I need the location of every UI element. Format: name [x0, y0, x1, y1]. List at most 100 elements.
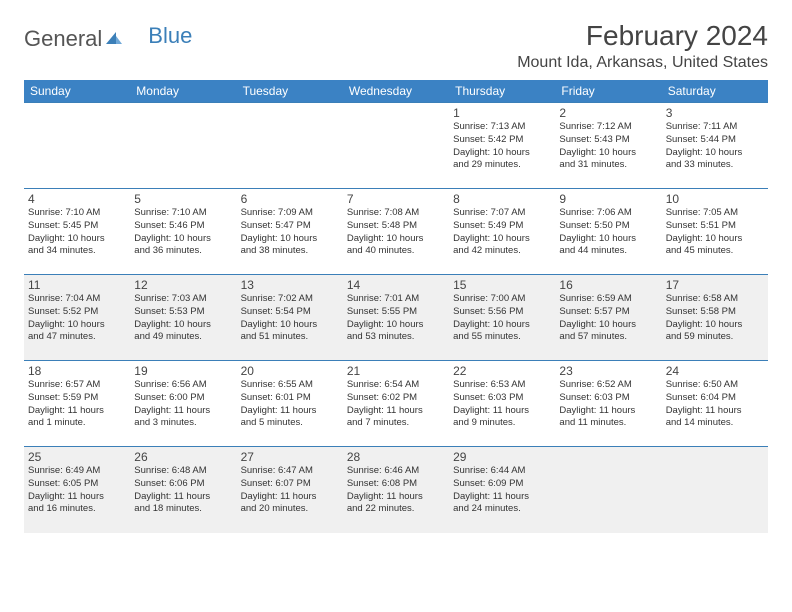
- day-number: 14: [347, 278, 445, 292]
- day-number: 12: [134, 278, 232, 292]
- day-info: Sunrise: 6:50 AMSunset: 6:04 PMDaylight:…: [666, 379, 764, 430]
- dow-header: Saturday: [662, 80, 768, 103]
- day-cell: 26Sunrise: 6:48 AMSunset: 6:06 PMDayligh…: [130, 447, 236, 533]
- empty-cell: [662, 447, 768, 533]
- daylight-text-1: Daylight: 10 hours: [453, 319, 551, 332]
- day-cell: 22Sunrise: 6:53 AMSunset: 6:03 PMDayligh…: [449, 361, 555, 447]
- title-block: February 2024 Mount Ida, Arkansas, Unite…: [517, 20, 768, 72]
- daylight-text-1: Daylight: 11 hours: [347, 491, 445, 504]
- day-number: 9: [559, 192, 657, 206]
- sunset-text: Sunset: 6:08 PM: [347, 478, 445, 491]
- daylight-text-2: and 18 minutes.: [134, 503, 232, 516]
- daylight-text-1: Daylight: 11 hours: [666, 405, 764, 418]
- day-info: Sunrise: 7:11 AMSunset: 5:44 PMDaylight:…: [666, 121, 764, 172]
- day-info: Sunrise: 6:58 AMSunset: 5:58 PMDaylight:…: [666, 293, 764, 344]
- daylight-text-1: Daylight: 10 hours: [347, 233, 445, 246]
- month-title: February 2024: [517, 20, 768, 52]
- sunrise-text: Sunrise: 6:49 AM: [28, 465, 126, 478]
- daylight-text-2: and 33 minutes.: [666, 159, 764, 172]
- day-number: 23: [559, 364, 657, 378]
- day-cell: 14Sunrise: 7:01 AMSunset: 5:55 PMDayligh…: [343, 275, 449, 361]
- empty-cell: [130, 103, 236, 189]
- day-info: Sunrise: 7:05 AMSunset: 5:51 PMDaylight:…: [666, 207, 764, 258]
- daylight-text-1: Daylight: 10 hours: [134, 319, 232, 332]
- sunset-text: Sunset: 6:09 PM: [453, 478, 551, 491]
- daylight-text-1: Daylight: 11 hours: [453, 405, 551, 418]
- sail-icon: [104, 26, 124, 52]
- day-info: Sunrise: 7:07 AMSunset: 5:49 PMDaylight:…: [453, 207, 551, 258]
- day-cell: 12Sunrise: 7:03 AMSunset: 5:53 PMDayligh…: [130, 275, 236, 361]
- daylight-text-2: and 49 minutes.: [134, 331, 232, 344]
- sunrise-text: Sunrise: 7:09 AM: [241, 207, 339, 220]
- sunrise-text: Sunrise: 7:06 AM: [559, 207, 657, 220]
- daylight-text-2: and 40 minutes.: [347, 245, 445, 258]
- daylight-text-2: and 20 minutes.: [241, 503, 339, 516]
- day-number: 24: [666, 364, 764, 378]
- day-info: Sunrise: 7:03 AMSunset: 5:53 PMDaylight:…: [134, 293, 232, 344]
- day-cell: 16Sunrise: 6:59 AMSunset: 5:57 PMDayligh…: [555, 275, 661, 361]
- sunset-text: Sunset: 6:03 PM: [453, 392, 551, 405]
- day-number: 5: [134, 192, 232, 206]
- sunrise-text: Sunrise: 7:04 AM: [28, 293, 126, 306]
- sunrise-text: Sunrise: 7:03 AM: [134, 293, 232, 306]
- week-row: 11Sunrise: 7:04 AMSunset: 5:52 PMDayligh…: [24, 275, 768, 361]
- daylight-text-1: Daylight: 11 hours: [28, 405, 126, 418]
- day-cell: 9Sunrise: 7:06 AMSunset: 5:50 PMDaylight…: [555, 189, 661, 275]
- sunrise-text: Sunrise: 6:57 AM: [28, 379, 126, 392]
- day-cell: 3Sunrise: 7:11 AMSunset: 5:44 PMDaylight…: [662, 103, 768, 189]
- day-info: Sunrise: 7:10 AMSunset: 5:46 PMDaylight:…: [134, 207, 232, 258]
- sunrise-text: Sunrise: 7:10 AM: [134, 207, 232, 220]
- daylight-text-1: Daylight: 10 hours: [453, 147, 551, 160]
- day-number: 6: [241, 192, 339, 206]
- day-number: 29: [453, 450, 551, 464]
- day-number: 13: [241, 278, 339, 292]
- day-info: Sunrise: 7:02 AMSunset: 5:54 PMDaylight:…: [241, 293, 339, 344]
- day-info: Sunrise: 6:57 AMSunset: 5:59 PMDaylight:…: [28, 379, 126, 430]
- day-info: Sunrise: 7:06 AMSunset: 5:50 PMDaylight:…: [559, 207, 657, 258]
- daylight-text-1: Daylight: 10 hours: [28, 319, 126, 332]
- sunrise-text: Sunrise: 6:52 AM: [559, 379, 657, 392]
- empty-cell: [24, 103, 130, 189]
- daylight-text-1: Daylight: 11 hours: [241, 491, 339, 504]
- day-cell: 24Sunrise: 6:50 AMSunset: 6:04 PMDayligh…: [662, 361, 768, 447]
- day-info: Sunrise: 6:56 AMSunset: 6:00 PMDaylight:…: [134, 379, 232, 430]
- daylight-text-1: Daylight: 11 hours: [28, 491, 126, 504]
- sunrise-text: Sunrise: 6:55 AM: [241, 379, 339, 392]
- day-cell: 10Sunrise: 7:05 AMSunset: 5:51 PMDayligh…: [662, 189, 768, 275]
- day-info: Sunrise: 6:52 AMSunset: 6:03 PMDaylight:…: [559, 379, 657, 430]
- day-info: Sunrise: 6:47 AMSunset: 6:07 PMDaylight:…: [241, 465, 339, 516]
- dow-header: Monday: [130, 80, 236, 103]
- sunset-text: Sunset: 6:05 PM: [28, 478, 126, 491]
- daylight-text-2: and 55 minutes.: [453, 331, 551, 344]
- daylight-text-2: and 59 minutes.: [666, 331, 764, 344]
- day-number: 17: [666, 278, 764, 292]
- sunset-text: Sunset: 6:03 PM: [559, 392, 657, 405]
- sunset-text: Sunset: 5:48 PM: [347, 220, 445, 233]
- day-info: Sunrise: 6:44 AMSunset: 6:09 PMDaylight:…: [453, 465, 551, 516]
- daylight-text-1: Daylight: 10 hours: [666, 147, 764, 160]
- day-cell: 2Sunrise: 7:12 AMSunset: 5:43 PMDaylight…: [555, 103, 661, 189]
- day-info: Sunrise: 7:01 AMSunset: 5:55 PMDaylight:…: [347, 293, 445, 344]
- sunset-text: Sunset: 5:55 PM: [347, 306, 445, 319]
- day-cell: 25Sunrise: 6:49 AMSunset: 6:05 PMDayligh…: [24, 447, 130, 533]
- daylight-text-1: Daylight: 10 hours: [666, 319, 764, 332]
- day-cell: 28Sunrise: 6:46 AMSunset: 6:08 PMDayligh…: [343, 447, 449, 533]
- sunset-text: Sunset: 6:04 PM: [666, 392, 764, 405]
- daylight-text-1: Daylight: 10 hours: [134, 233, 232, 246]
- daylight-text-2: and 1 minute.: [28, 417, 126, 430]
- daylight-text-2: and 38 minutes.: [241, 245, 339, 258]
- day-info: Sunrise: 6:54 AMSunset: 6:02 PMDaylight:…: [347, 379, 445, 430]
- day-number: 2: [559, 106, 657, 120]
- daylight-text-1: Daylight: 10 hours: [559, 319, 657, 332]
- sunrise-text: Sunrise: 6:56 AM: [134, 379, 232, 392]
- sunset-text: Sunset: 5:51 PM: [666, 220, 764, 233]
- day-cell: 8Sunrise: 7:07 AMSunset: 5:49 PMDaylight…: [449, 189, 555, 275]
- daylight-text-1: Daylight: 11 hours: [559, 405, 657, 418]
- daylight-text-1: Daylight: 11 hours: [347, 405, 445, 418]
- sunrise-text: Sunrise: 6:58 AM: [666, 293, 764, 306]
- week-row: 1Sunrise: 7:13 AMSunset: 5:42 PMDaylight…: [24, 103, 768, 189]
- day-number: 25: [28, 450, 126, 464]
- day-info: Sunrise: 6:49 AMSunset: 6:05 PMDaylight:…: [28, 465, 126, 516]
- sunset-text: Sunset: 5:56 PM: [453, 306, 551, 319]
- daylight-text-1: Daylight: 10 hours: [559, 233, 657, 246]
